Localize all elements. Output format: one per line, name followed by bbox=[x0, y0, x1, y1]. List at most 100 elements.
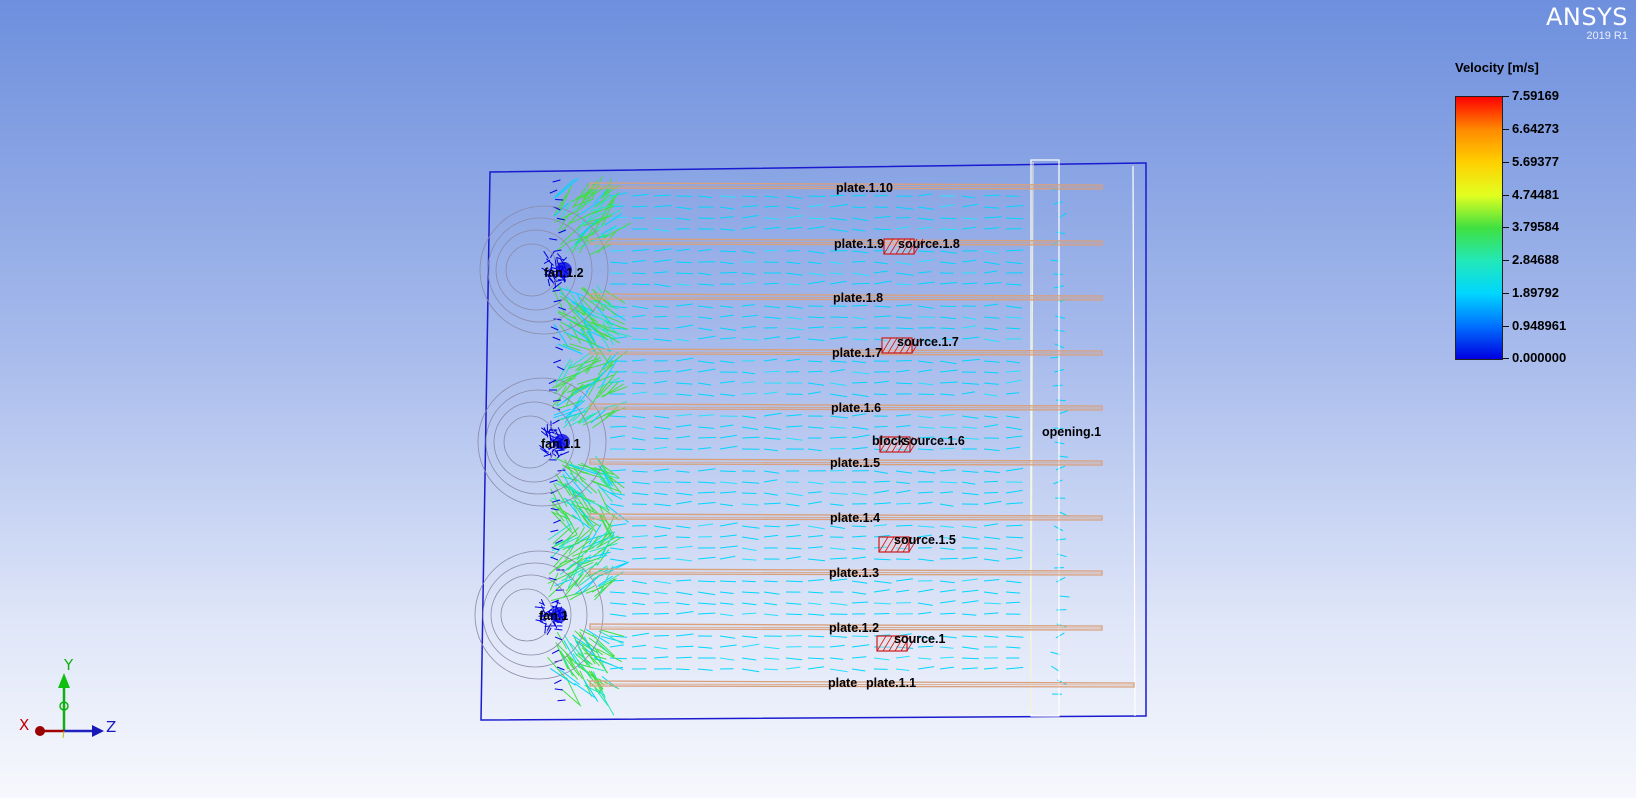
label-source-1-5[interactable]: source.1.5 bbox=[894, 533, 956, 547]
velocity-vector bbox=[593, 657, 624, 671]
velocity-vector bbox=[829, 469, 845, 472]
label-fan-1[interactable]: fan.1 bbox=[539, 609, 569, 623]
velocity-vector bbox=[599, 629, 624, 637]
label-plate-1-10[interactable]: plate.1.10 bbox=[836, 181, 893, 195]
velocity-vector bbox=[571, 384, 592, 397]
velocity-vector bbox=[593, 374, 614, 384]
velocity-vector bbox=[553, 545, 573, 568]
velocity-vector bbox=[697, 283, 715, 286]
velocity-vector bbox=[609, 657, 628, 660]
label-plate-1-2[interactable]: plate.1.2 bbox=[829, 621, 880, 635]
velocity-vector bbox=[741, 580, 756, 583]
velocity-vector bbox=[741, 338, 759, 341]
plate-edge bbox=[589, 626, 1103, 629]
velocity-vector bbox=[631, 193, 649, 197]
label-plate-1-3[interactable]: plate.1.3 bbox=[829, 566, 880, 580]
velocity-vector bbox=[961, 316, 977, 320]
velocity-vector bbox=[559, 650, 580, 676]
label-plate[interactable]: plate bbox=[828, 676, 858, 690]
velocity-legend[interactable]: Velocity [m/s] 7.59169 6.64273 5.69377 4… bbox=[1450, 60, 1610, 380]
source-hatch bbox=[879, 436, 890, 453]
velocity-vector bbox=[675, 668, 690, 671]
label-fan-1-1[interactable]: fan.1.1 bbox=[541, 437, 581, 451]
velocity-vector bbox=[807, 525, 825, 530]
velocity-vector bbox=[574, 491, 591, 505]
velocity-vector bbox=[763, 217, 780, 220]
label-plate-1-1[interactable]: plate.1.1 bbox=[866, 676, 917, 690]
velocity-vector bbox=[961, 613, 977, 616]
label-source-1-7[interactable]: source.1.7 bbox=[897, 335, 959, 349]
label-fan-1-2[interactable]: fan.1.2 bbox=[544, 266, 584, 280]
velocity-vector bbox=[697, 612, 716, 615]
velocity-vector bbox=[553, 359, 562, 364]
label-source-1-6[interactable]: source.1.6 bbox=[903, 434, 965, 448]
velocity-vector bbox=[653, 338, 672, 342]
velocity-vector bbox=[597, 534, 614, 561]
velocity-vector bbox=[851, 393, 869, 398]
velocity-vector bbox=[596, 648, 623, 663]
velocity-vector bbox=[983, 500, 1002, 505]
label-plate-1-9[interactable]: plate.1.9 bbox=[834, 237, 885, 251]
plate-edge bbox=[589, 406, 1103, 409]
label-plate-1-5[interactable]: plate.1.5 bbox=[830, 456, 881, 470]
velocity-vector bbox=[563, 498, 583, 505]
velocity-vector bbox=[563, 483, 584, 497]
velocity-vector bbox=[917, 588, 934, 593]
velocity-vector bbox=[697, 360, 715, 364]
velocity-vector bbox=[807, 558, 826, 562]
velocity-vector bbox=[593, 323, 617, 339]
velocity-vector bbox=[559, 561, 577, 575]
velocity-vector bbox=[763, 226, 781, 230]
label-opening-1[interactable]: opening.1 bbox=[1042, 425, 1102, 439]
velocity-vector bbox=[939, 426, 958, 429]
label-plate-1-6[interactable]: plate.1.6 bbox=[831, 401, 882, 415]
velocity-vector bbox=[983, 261, 1000, 265]
velocity-vector bbox=[741, 503, 759, 506]
velocity-vector bbox=[572, 491, 590, 516]
label-plate-1-4[interactable]: plate.1.4 bbox=[830, 511, 881, 525]
velocity-vector bbox=[552, 504, 577, 520]
velocity-vector bbox=[555, 346, 563, 351]
velocity-vector bbox=[559, 527, 580, 548]
velocity-vector bbox=[851, 556, 867, 560]
fan-ring bbox=[485, 389, 591, 495]
velocity-vector bbox=[551, 497, 577, 507]
velocity-vector bbox=[675, 611, 694, 615]
source-hatch bbox=[897, 436, 908, 453]
label-plate-1-7[interactable]: plate.1.7 bbox=[832, 346, 883, 360]
velocity-vector bbox=[785, 206, 800, 210]
velocity-vector bbox=[653, 503, 671, 507]
velocity-vector bbox=[917, 369, 933, 373]
velocity-vector bbox=[675, 558, 693, 562]
velocity-vector bbox=[697, 335, 716, 340]
orientation-triad[interactable]: Y X Z bbox=[14, 656, 124, 740]
velocity-vector bbox=[653, 534, 668, 538]
velocity-vector bbox=[603, 184, 620, 197]
velocity-vector bbox=[653, 426, 672, 430]
legend-color-bar bbox=[1455, 96, 1503, 360]
label-block[interactable]: block bbox=[872, 434, 905, 448]
label-source-1[interactable]: source.1 bbox=[894, 632, 946, 646]
velocity-vector bbox=[579, 413, 596, 424]
velocity-vector bbox=[1005, 547, 1024, 552]
plate-edge bbox=[589, 461, 1103, 464]
velocity-vector bbox=[785, 492, 804, 497]
velocity-vector bbox=[829, 481, 847, 483]
velocity-vector bbox=[572, 198, 594, 208]
velocity-vector bbox=[939, 316, 957, 320]
label-source-1-8[interactable]: source.1.8 bbox=[898, 237, 960, 251]
velocity-vector bbox=[565, 652, 575, 670]
velocity-vector bbox=[807, 602, 822, 605]
velocity-vector bbox=[609, 415, 627, 418]
velocity-vector bbox=[551, 273, 557, 282]
label-plate-1-8[interactable]: plate.1.8 bbox=[833, 291, 884, 305]
velocity-vector bbox=[548, 268, 553, 273]
velocity-vector bbox=[851, 547, 866, 550]
velocity-vector bbox=[675, 579, 692, 582]
velocity-vector bbox=[566, 238, 586, 252]
velocity-vector bbox=[570, 190, 595, 203]
velocity-vector bbox=[555, 473, 571, 496]
fan-hub bbox=[554, 434, 570, 450]
velocity-vector bbox=[1005, 467, 1024, 472]
